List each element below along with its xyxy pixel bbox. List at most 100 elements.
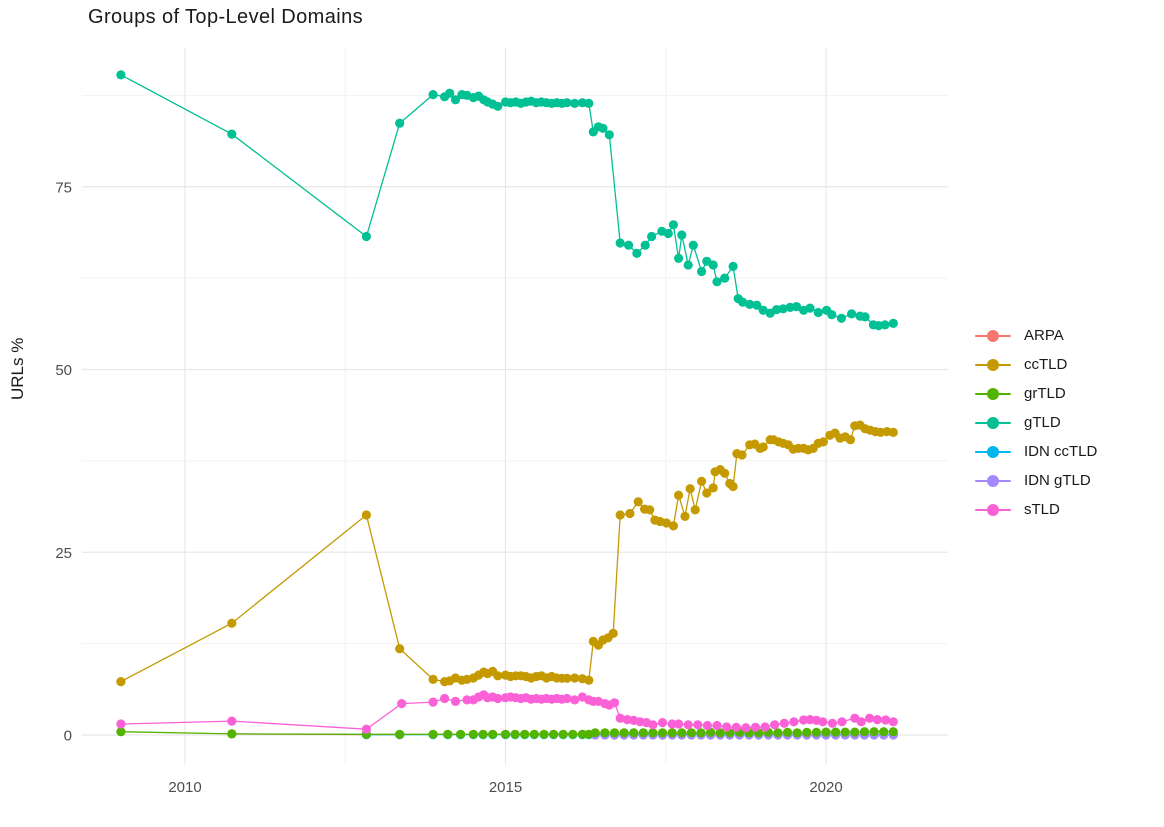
legend-swatch-icon <box>975 503 1011 516</box>
data-point <box>693 720 703 730</box>
data-point <box>663 228 673 239</box>
data-point <box>683 720 693 730</box>
data-point <box>648 720 658 730</box>
data-point <box>604 130 614 140</box>
data-point <box>712 720 722 731</box>
data-point <box>888 717 898 727</box>
data-point <box>758 305 768 315</box>
data-point <box>836 313 847 323</box>
legend-label: gTLD <box>1024 414 1061 431</box>
data-point <box>685 484 695 494</box>
data-point <box>674 253 684 263</box>
data-point <box>116 719 126 729</box>
data-point <box>657 718 668 728</box>
data-point <box>770 720 780 730</box>
legend-label: IDN gTLD <box>1024 472 1091 489</box>
data-point <box>361 724 371 734</box>
legend-swatch-icon <box>975 474 1011 487</box>
legend-label: grTLD <box>1024 385 1066 402</box>
data-point <box>888 427 898 437</box>
data-point <box>860 312 870 322</box>
data-point <box>657 728 668 738</box>
data-point <box>708 483 718 493</box>
data-point <box>562 673 572 683</box>
data-point <box>831 727 841 737</box>
data-point <box>440 693 450 704</box>
data-point <box>872 715 882 725</box>
data-point <box>802 727 812 738</box>
data-point <box>562 98 572 108</box>
data-point <box>674 490 684 500</box>
data-point <box>116 70 126 80</box>
data-point <box>445 88 455 98</box>
data-point <box>720 468 730 478</box>
legend-swatch-icon <box>975 387 1011 400</box>
data-point <box>608 628 618 639</box>
data-point <box>361 510 371 520</box>
data-point <box>598 123 608 133</box>
data-point <box>428 697 438 707</box>
data-point <box>443 729 453 739</box>
data-point <box>715 728 725 738</box>
data-point <box>647 231 657 242</box>
data-point <box>811 727 822 738</box>
data-point <box>227 716 237 726</box>
data-point <box>668 521 679 531</box>
data-point <box>845 435 856 445</box>
data-point <box>856 717 866 727</box>
data-point <box>668 220 679 230</box>
data-point <box>741 723 751 733</box>
data-point <box>638 728 648 738</box>
data-point <box>500 729 511 739</box>
data-point <box>428 90 438 100</box>
data-point <box>629 728 639 738</box>
data-point <box>633 497 643 507</box>
legend-item-grtld: grTLD <box>975 379 1097 408</box>
data-point <box>667 719 677 729</box>
data-point <box>745 299 755 309</box>
legend: ARPA ccTLD grTLD gTLD IDN ccTLD IDN gTLD sTLD <box>975 321 1097 524</box>
data-point <box>478 729 488 739</box>
data-point <box>697 266 707 277</box>
legend-item-idn-gtld: IDN gTLD <box>975 466 1097 495</box>
legend-swatch-icon <box>975 358 1011 371</box>
data-point <box>395 118 405 128</box>
data-point <box>667 728 677 738</box>
data-point <box>850 727 860 737</box>
legend-swatch-icon <box>975 445 1011 458</box>
data-point <box>493 101 503 111</box>
data-point <box>615 713 625 723</box>
data-point <box>493 671 503 681</box>
data-point <box>227 618 237 628</box>
data-point <box>562 693 572 704</box>
data-point <box>688 240 698 250</box>
data-point <box>577 729 588 739</box>
data-point <box>615 510 625 520</box>
data-point <box>520 729 530 739</box>
data-point <box>879 727 889 737</box>
data-point <box>758 442 768 452</box>
data-point <box>674 719 684 729</box>
data-point <box>609 728 620 738</box>
data-point <box>590 728 600 738</box>
legend-label: ARPA <box>1024 327 1064 344</box>
data-point <box>750 722 761 732</box>
x-tick-label: 2015 <box>489 779 522 796</box>
data-point <box>837 717 847 727</box>
data-point <box>728 481 738 492</box>
data-point <box>632 248 642 258</box>
series-cctld <box>116 420 898 687</box>
data-point <box>116 677 126 687</box>
legend-item-arpa: ARPA <box>975 321 1097 350</box>
data-point <box>570 98 580 108</box>
data-point <box>624 240 634 250</box>
y-tick-label: 75 <box>55 179 72 196</box>
data-point <box>805 303 815 313</box>
data-point <box>625 508 635 519</box>
data-point <box>428 729 438 739</box>
data-point <box>428 674 438 685</box>
legend-label: ccTLD <box>1024 356 1068 373</box>
data-point <box>773 728 783 738</box>
